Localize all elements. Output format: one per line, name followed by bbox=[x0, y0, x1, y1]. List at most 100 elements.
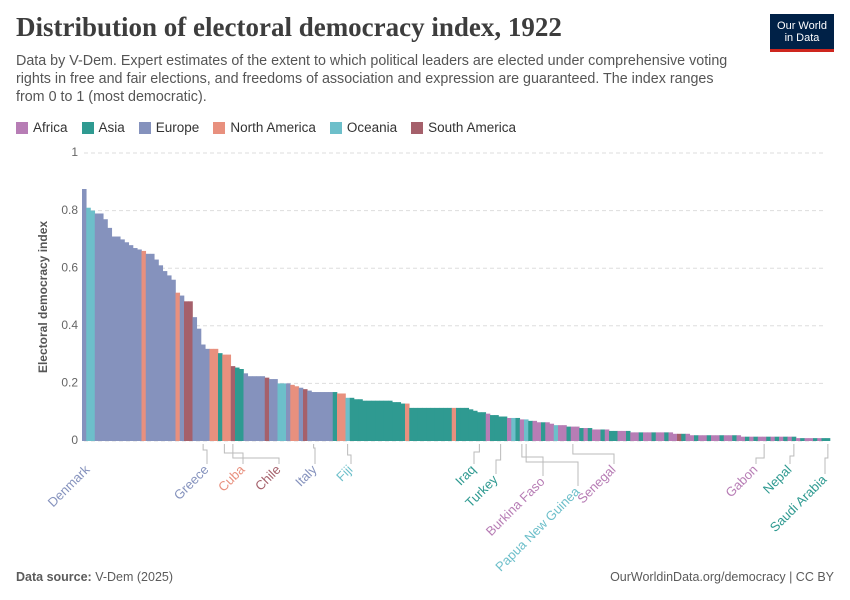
bar bbox=[239, 369, 244, 441]
leader-line bbox=[789, 444, 795, 464]
bar bbox=[337, 393, 342, 441]
bar bbox=[634, 432, 640, 441]
legend-item[interactable]: North America bbox=[213, 120, 316, 135]
bar bbox=[770, 436, 776, 441]
bar bbox=[120, 239, 125, 441]
bar bbox=[362, 400, 368, 441]
bar bbox=[269, 379, 274, 441]
x-tick-label: Papua New Guinea bbox=[492, 483, 583, 574]
bar bbox=[124, 242, 130, 441]
bar bbox=[281, 383, 287, 441]
bar bbox=[111, 236, 117, 441]
bar bbox=[723, 435, 729, 441]
bar bbox=[515, 417, 521, 441]
legend-label: Oceania bbox=[346, 120, 398, 135]
bar bbox=[664, 432, 669, 441]
bar bbox=[154, 259, 159, 441]
leader-line bbox=[755, 444, 765, 464]
bar bbox=[388, 400, 393, 441]
bar bbox=[745, 436, 750, 441]
y-tick-label: 0.6 bbox=[61, 260, 78, 274]
bar bbox=[184, 301, 189, 441]
leader-line bbox=[525, 444, 579, 486]
bar bbox=[460, 407, 465, 441]
legend-item[interactable]: Asia bbox=[81, 120, 125, 135]
bar bbox=[116, 236, 121, 441]
bar bbox=[256, 376, 261, 441]
bar bbox=[481, 412, 487, 441]
bar bbox=[702, 435, 708, 441]
bar bbox=[196, 328, 202, 441]
logo[interactable]: Our World in Data bbox=[770, 14, 834, 52]
bar bbox=[490, 415, 495, 441]
legend-label: South America bbox=[428, 120, 516, 135]
bar bbox=[417, 407, 423, 441]
bar bbox=[405, 403, 410, 441]
bar bbox=[698, 435, 703, 441]
bar bbox=[566, 426, 572, 441]
legend-item[interactable]: Europe bbox=[138, 120, 199, 135]
bar bbox=[536, 422, 542, 441]
bar bbox=[396, 402, 402, 441]
bar bbox=[494, 415, 499, 441]
bar bbox=[604, 429, 610, 441]
bar bbox=[252, 376, 257, 441]
bar bbox=[762, 436, 767, 441]
x-tick-label: Nepal bbox=[760, 462, 795, 497]
bar bbox=[558, 425, 563, 441]
x-tick-label: Senegal bbox=[574, 462, 618, 506]
bar bbox=[354, 399, 359, 441]
bar bbox=[413, 407, 419, 441]
bar bbox=[630, 432, 635, 441]
bar bbox=[171, 279, 176, 441]
bar bbox=[145, 253, 151, 441]
legend-item[interactable]: Oceania bbox=[329, 120, 398, 135]
bar bbox=[188, 301, 193, 441]
bar bbox=[422, 407, 427, 441]
bar bbox=[311, 392, 317, 441]
bar bbox=[175, 292, 181, 441]
bar bbox=[213, 348, 219, 441]
bar bbox=[779, 436, 784, 441]
bar bbox=[545, 422, 550, 441]
bar bbox=[315, 392, 321, 441]
bar bbox=[511, 417, 516, 441]
bar bbox=[524, 419, 529, 441]
bar bbox=[86, 207, 91, 441]
bar bbox=[273, 379, 278, 441]
legend-swatch bbox=[213, 121, 226, 134]
bar bbox=[477, 412, 482, 441]
bar bbox=[740, 436, 746, 441]
y-axis-label: Electoral democracy index bbox=[36, 221, 50, 373]
legend-item[interactable]: Africa bbox=[16, 120, 68, 135]
x-tick-label: Greece bbox=[171, 462, 212, 503]
bar bbox=[150, 253, 155, 441]
leader-line bbox=[824, 444, 829, 474]
x-tick-label: Italy bbox=[292, 462, 320, 490]
legend-swatch bbox=[138, 121, 151, 134]
bar bbox=[638, 432, 644, 441]
footer-source: Data source: V-Dem (2025) bbox=[16, 570, 173, 584]
bar bbox=[303, 389, 308, 441]
bar bbox=[502, 416, 508, 441]
bar bbox=[426, 407, 431, 441]
bar bbox=[575, 426, 580, 441]
y-tick-label: 0.2 bbox=[61, 376, 78, 390]
bar bbox=[218, 353, 223, 441]
bar bbox=[677, 433, 682, 441]
bar bbox=[681, 433, 686, 441]
bar bbox=[711, 435, 716, 441]
bar bbox=[456, 407, 461, 441]
source: V-Dem (2025) bbox=[95, 570, 174, 584]
bar bbox=[264, 377, 270, 441]
x-tick-label: Gabon bbox=[722, 462, 760, 500]
legend-item[interactable]: South America bbox=[411, 120, 516, 135]
bar bbox=[277, 383, 283, 441]
footer-credit[interactable]: OurWorldinData.org/democracy | CC BY bbox=[610, 570, 834, 584]
chart-title: Distribution of electoral democracy inde… bbox=[16, 12, 562, 42]
bar bbox=[592, 429, 597, 441]
bar bbox=[473, 410, 478, 441]
bar bbox=[553, 425, 559, 441]
bar bbox=[358, 399, 363, 441]
bar bbox=[643, 432, 648, 441]
